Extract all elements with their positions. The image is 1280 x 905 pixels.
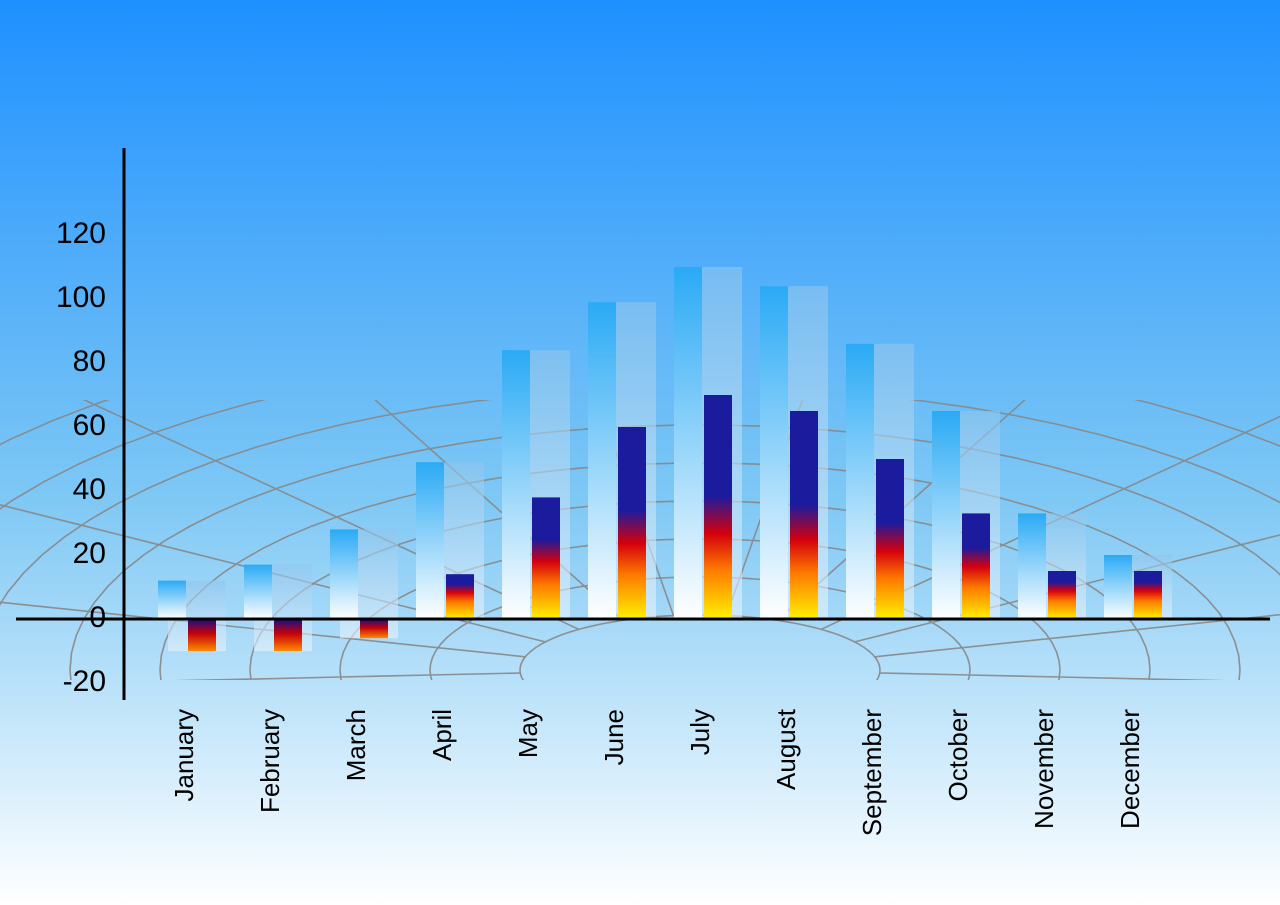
series-a-bar [1018, 513, 1046, 619]
series-a-bar [1104, 555, 1132, 619]
series-a-bar [244, 565, 272, 619]
y-tick-label: 60 [73, 409, 106, 442]
monthly-bar-chart: -20 0 20 40 60 80 100 120 January February March A… [0, 0, 1280, 905]
series-a-bar [932, 411, 960, 619]
series-b-bar [1134, 571, 1162, 619]
y-tick-label: -20 [63, 665, 106, 698]
series-b-bar [274, 619, 302, 651]
x-tick-label: March [341, 709, 371, 781]
series-a-bar [588, 302, 616, 619]
series-a-bar [502, 350, 530, 619]
series-b-bar [704, 395, 732, 619]
series-b-bar [962, 513, 990, 619]
chart-svg: -20 0 20 40 60 80 100 120 January February March A… [0, 0, 1280, 905]
x-tick-label: February [255, 709, 285, 813]
x-tick-label: January [169, 709, 199, 802]
series-a-bar [330, 529, 358, 619]
series-b-bar [188, 619, 216, 651]
x-tick-label: November [1029, 709, 1059, 829]
y-tick-label: 120 [56, 217, 106, 250]
x-tick-label: April [427, 709, 457, 761]
series-a-bar [416, 462, 444, 619]
x-tick-label: August [771, 708, 801, 790]
series-b-bar [446, 574, 474, 619]
x-tick-label: May [513, 709, 543, 758]
series-b-bar [790, 411, 818, 619]
series-b-bar [876, 459, 904, 619]
x-tick-label: June [599, 709, 629, 765]
series-a-bar [846, 344, 874, 619]
y-tick-label: 40 [73, 473, 106, 506]
series-a-bar [674, 267, 702, 619]
x-tick-label: July [685, 709, 715, 755]
y-tick-label: 100 [56, 281, 106, 314]
x-tick-label: October [943, 709, 973, 802]
x-tick-label: September [857, 709, 887, 837]
series-b-bar [1048, 571, 1076, 619]
series-b-bar [618, 427, 646, 619]
series-b-bar [360, 619, 388, 638]
x-tick-label: December [1115, 709, 1145, 829]
series-a-bar [158, 581, 186, 619]
y-tick-label: 80 [73, 345, 106, 378]
y-tick-label: 0 [89, 601, 106, 634]
y-tick-label: 20 [73, 537, 106, 570]
series-a-bar [760, 286, 788, 619]
series-b-bar [532, 497, 560, 619]
